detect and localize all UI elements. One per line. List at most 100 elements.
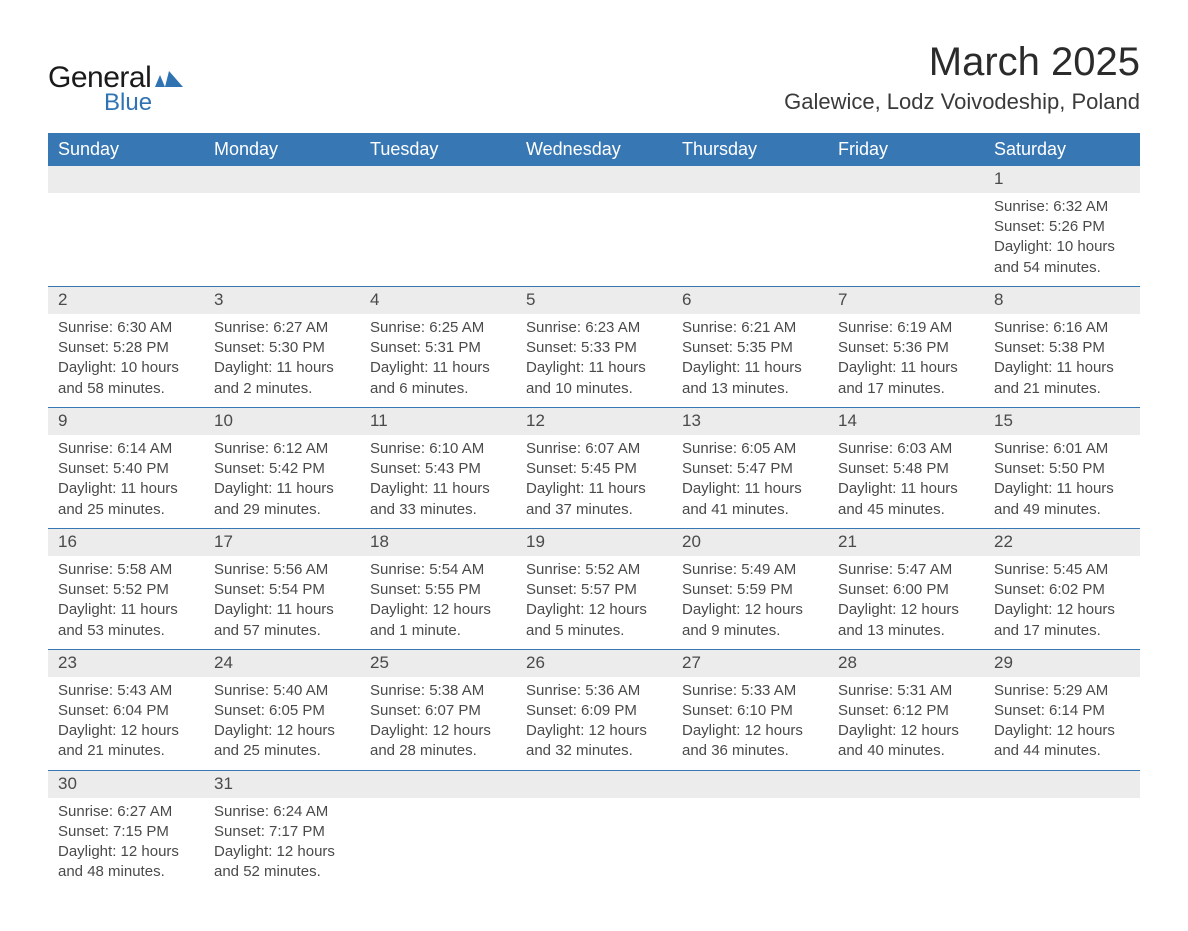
- day-number: 28: [828, 650, 984, 677]
- sunset-line: Sunset: 5:47 PM: [682, 459, 818, 479]
- sunset-line: Sunset: 6:12 PM: [838, 701, 974, 721]
- sunrise-line: Sunrise: 6:27 AM: [214, 318, 350, 338]
- day-number: 27: [672, 650, 828, 677]
- calendar-day: 16Sunrise: 5:58 AMSunset: 5:52 PMDayligh…: [48, 528, 204, 649]
- day-body: Sunrise: 6:10 AMSunset: 5:43 PMDaylight:…: [360, 435, 516, 528]
- day-number: 3: [204, 287, 360, 314]
- calendar-week: 16Sunrise: 5:58 AMSunset: 5:52 PMDayligh…: [48, 528, 1140, 649]
- sunrise-line: Sunrise: 6:07 AM: [526, 439, 662, 459]
- day-number-empty: [204, 166, 360, 193]
- sunrise-line: Sunrise: 5:43 AM: [58, 681, 194, 701]
- sunset-line: Sunset: 5:33 PM: [526, 338, 662, 358]
- sunrise-line: Sunrise: 5:33 AM: [682, 681, 818, 701]
- calendar-week: 1Sunrise: 6:32 AMSunset: 5:26 PMDaylight…: [48, 166, 1140, 286]
- calendar-day: 3Sunrise: 6:27 AMSunset: 5:30 PMDaylight…: [204, 286, 360, 407]
- day-body-empty: [204, 193, 360, 273]
- daylight-line: Daylight: 12 hours and 9 minutes.: [682, 600, 818, 641]
- calendar-day: 22Sunrise: 5:45 AMSunset: 6:02 PMDayligh…: [984, 528, 1140, 649]
- sunset-line: Sunset: 5:59 PM: [682, 580, 818, 600]
- daylight-line: Daylight: 11 hours and 49 minutes.: [994, 479, 1130, 520]
- calendar-day: 24Sunrise: 5:40 AMSunset: 6:05 PMDayligh…: [204, 649, 360, 770]
- calendar-empty: [672, 770, 828, 890]
- daylight-line: Daylight: 11 hours and 53 minutes.: [58, 600, 194, 641]
- day-number: 25: [360, 650, 516, 677]
- calendar-day: 9Sunrise: 6:14 AMSunset: 5:40 PMDaylight…: [48, 407, 204, 528]
- weekday-header: Monday: [204, 133, 360, 166]
- calendar-week: 9Sunrise: 6:14 AMSunset: 5:40 PMDaylight…: [48, 407, 1140, 528]
- sunrise-line: Sunrise: 5:54 AM: [370, 560, 506, 580]
- sunrise-line: Sunrise: 6:19 AM: [838, 318, 974, 338]
- day-body-empty: [360, 193, 516, 273]
- daylight-line: Daylight: 12 hours and 44 minutes.: [994, 721, 1130, 762]
- sunset-line: Sunset: 6:00 PM: [838, 580, 974, 600]
- daylight-line: Daylight: 11 hours and 37 minutes.: [526, 479, 662, 520]
- day-body: Sunrise: 5:58 AMSunset: 5:52 PMDaylight:…: [48, 556, 204, 649]
- weekday-header: Wednesday: [516, 133, 672, 166]
- sunrise-line: Sunrise: 5:36 AM: [526, 681, 662, 701]
- daylight-line: Daylight: 12 hours and 36 minutes.: [682, 721, 818, 762]
- sunset-line: Sunset: 5:48 PM: [838, 459, 974, 479]
- sunset-line: Sunset: 5:43 PM: [370, 459, 506, 479]
- weekday-header: Tuesday: [360, 133, 516, 166]
- day-number: 4: [360, 287, 516, 314]
- day-number: 1: [984, 166, 1140, 193]
- weekday-header: Friday: [828, 133, 984, 166]
- day-body-empty: [672, 193, 828, 273]
- day-number: 31: [204, 771, 360, 798]
- calendar-week: 30Sunrise: 6:27 AMSunset: 7:15 PMDayligh…: [48, 770, 1140, 890]
- sunset-line: Sunset: 5:54 PM: [214, 580, 350, 600]
- sunset-line: Sunset: 6:10 PM: [682, 701, 818, 721]
- day-body: Sunrise: 5:38 AMSunset: 6:07 PMDaylight:…: [360, 677, 516, 770]
- calendar-body: 1Sunrise: 6:32 AMSunset: 5:26 PMDaylight…: [48, 166, 1140, 891]
- day-body: Sunrise: 5:33 AMSunset: 6:10 PMDaylight:…: [672, 677, 828, 770]
- calendar-day: 21Sunrise: 5:47 AMSunset: 6:00 PMDayligh…: [828, 528, 984, 649]
- calendar-day: 29Sunrise: 5:29 AMSunset: 6:14 PMDayligh…: [984, 649, 1140, 770]
- calendar-day: 4Sunrise: 6:25 AMSunset: 5:31 PMDaylight…: [360, 286, 516, 407]
- weekday-header: Sunday: [48, 133, 204, 166]
- day-body: Sunrise: 6:05 AMSunset: 5:47 PMDaylight:…: [672, 435, 828, 528]
- sunset-line: Sunset: 5:31 PM: [370, 338, 506, 358]
- day-number-empty: [48, 166, 204, 193]
- day-number-empty: [360, 166, 516, 193]
- sunset-line: Sunset: 5:55 PM: [370, 580, 506, 600]
- sunrise-line: Sunrise: 6:23 AM: [526, 318, 662, 338]
- calendar-day: 1Sunrise: 6:32 AMSunset: 5:26 PMDaylight…: [984, 166, 1140, 286]
- day-number-empty: [672, 771, 828, 798]
- day-body: Sunrise: 5:45 AMSunset: 6:02 PMDaylight:…: [984, 556, 1140, 649]
- calendar-empty: [516, 770, 672, 890]
- sunrise-line: Sunrise: 6:16 AM: [994, 318, 1130, 338]
- day-body: Sunrise: 6:32 AMSunset: 5:26 PMDaylight:…: [984, 193, 1140, 286]
- sunrise-line: Sunrise: 6:32 AM: [994, 197, 1130, 217]
- calendar-day: 10Sunrise: 6:12 AMSunset: 5:42 PMDayligh…: [204, 407, 360, 528]
- calendar-empty: [360, 770, 516, 890]
- day-number-empty: [672, 166, 828, 193]
- location: Galewice, Lodz Voivodeship, Poland: [784, 89, 1140, 115]
- calendar-day: 19Sunrise: 5:52 AMSunset: 5:57 PMDayligh…: [516, 528, 672, 649]
- sunset-line: Sunset: 6:02 PM: [994, 580, 1130, 600]
- daylight-line: Daylight: 12 hours and 25 minutes.: [214, 721, 350, 762]
- day-body: Sunrise: 6:27 AMSunset: 7:15 PMDaylight:…: [48, 798, 204, 891]
- calendar-day: 14Sunrise: 6:03 AMSunset: 5:48 PMDayligh…: [828, 407, 984, 528]
- calendar-week: 2Sunrise: 6:30 AMSunset: 5:28 PMDaylight…: [48, 286, 1140, 407]
- sunset-line: Sunset: 5:50 PM: [994, 459, 1130, 479]
- sunset-line: Sunset: 5:28 PM: [58, 338, 194, 358]
- day-number: 14: [828, 408, 984, 435]
- day-body-empty: [828, 193, 984, 273]
- sunset-line: Sunset: 5:26 PM: [994, 217, 1130, 237]
- day-number: 24: [204, 650, 360, 677]
- day-body: Sunrise: 6:24 AMSunset: 7:17 PMDaylight:…: [204, 798, 360, 891]
- day-body: Sunrise: 5:56 AMSunset: 5:54 PMDaylight:…: [204, 556, 360, 649]
- sunrise-line: Sunrise: 5:29 AM: [994, 681, 1130, 701]
- day-number: 7: [828, 287, 984, 314]
- day-body: Sunrise: 5:40 AMSunset: 6:05 PMDaylight:…: [204, 677, 360, 770]
- day-number: 11: [360, 408, 516, 435]
- calendar-day: 11Sunrise: 6:10 AMSunset: 5:43 PMDayligh…: [360, 407, 516, 528]
- weekday-header: Saturday: [984, 133, 1140, 166]
- daylight-line: Daylight: 12 hours and 21 minutes.: [58, 721, 194, 762]
- sunset-line: Sunset: 5:36 PM: [838, 338, 974, 358]
- calendar-week: 23Sunrise: 5:43 AMSunset: 6:04 PMDayligh…: [48, 649, 1140, 770]
- daylight-line: Daylight: 11 hours and 25 minutes.: [58, 479, 194, 520]
- day-number: 21: [828, 529, 984, 556]
- day-body: Sunrise: 5:47 AMSunset: 6:00 PMDaylight:…: [828, 556, 984, 649]
- calendar-day: 23Sunrise: 5:43 AMSunset: 6:04 PMDayligh…: [48, 649, 204, 770]
